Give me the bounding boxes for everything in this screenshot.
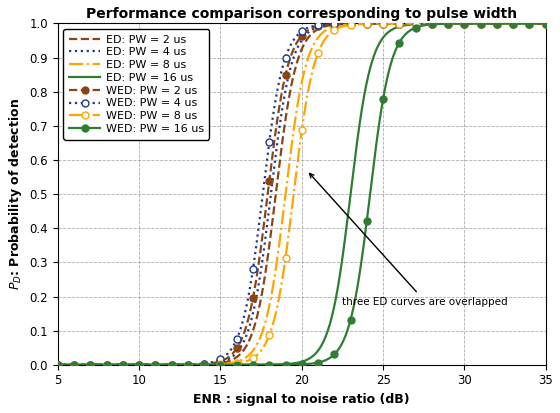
Legend: ED: PW = 2 us, ED: PW = 4 us, ED: PW = 8 us, ED: PW = 16 us, WED: PW = 2 us, WED: ED: PW = 2 us, ED: PW = 4 us, ED: PW = 8… [63, 29, 209, 140]
Text: three ED curves are overlapped: three ED curves are overlapped [310, 173, 508, 306]
Y-axis label: $P_D$: Probability of detection: $P_D$: Probability of detection [7, 98, 24, 290]
X-axis label: ENR : signal to noise ratio (dB): ENR : signal to noise ratio (dB) [193, 393, 410, 406]
Title: Performance comparison corresponding to pulse width: Performance comparison corresponding to … [86, 7, 517, 21]
